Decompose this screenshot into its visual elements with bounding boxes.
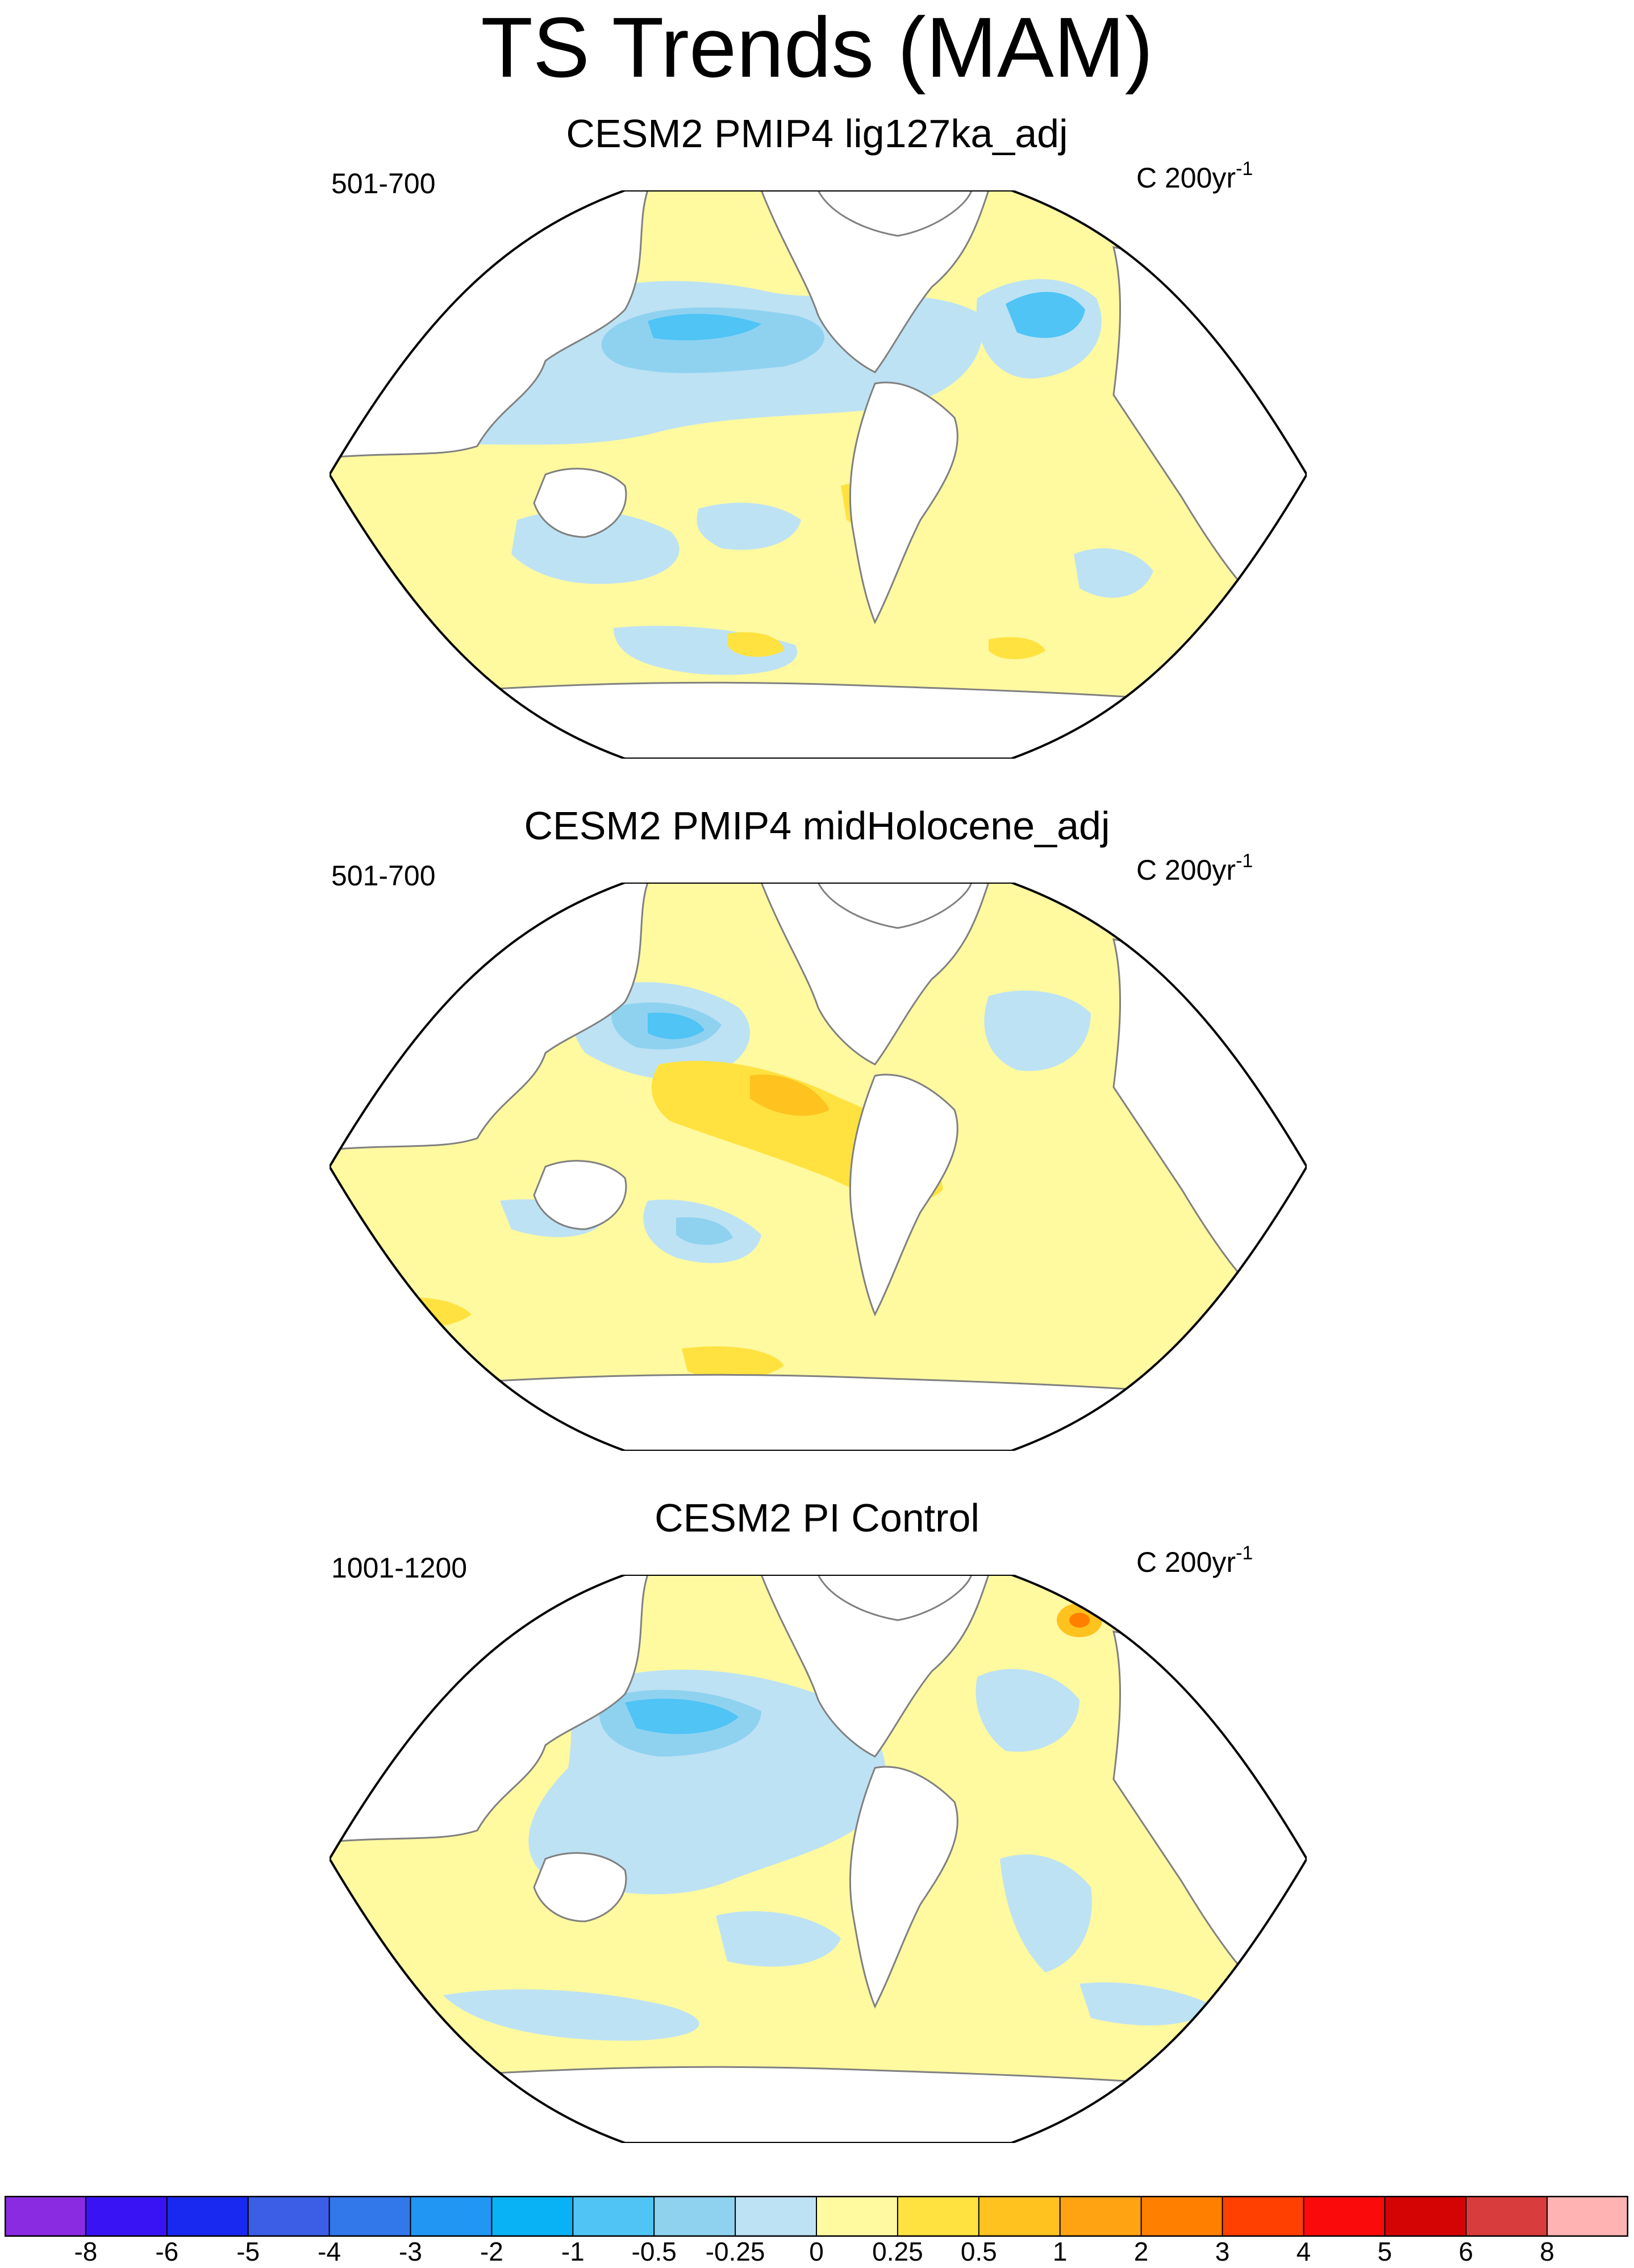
colorbar-swatch: [816, 2196, 898, 2237]
colorbar-tick-label: 0.5: [960, 2237, 997, 2266]
south-america-land: [849, 1073, 958, 1317]
labrador-sea-red: [1069, 1613, 1090, 1628]
north-america-land: [760, 1575, 990, 1758]
map-border: [330, 883, 1307, 1451]
colorbar-swatch: [735, 2196, 817, 2237]
colorbar-tick-label: 5: [1377, 2237, 1393, 2266]
page-title: TS Trends (MAM): [481, 0, 1153, 95]
year-range-label: 1001-1200: [331, 1552, 468, 1584]
colorbar-swatch: [248, 2196, 330, 2237]
colorbar-tick-label: 8: [1540, 2237, 1554, 2266]
units-label: C 200yr-1: [1136, 158, 1253, 194]
south-atlantic-blue: [1000, 1854, 1092, 1972]
colorbar-swatch: [85, 2196, 168, 2237]
south-america-land: [849, 1766, 958, 2009]
north-pacific-blue-3: [648, 314, 761, 340]
units-label: C 200yr-1: [1136, 850, 1253, 886]
south-pacific-blue: [697, 502, 801, 550]
world-map-2: [330, 883, 1307, 1451]
australia-land: [533, 1852, 627, 1922]
north-america-land: [760, 190, 990, 373]
colorbar-tick-label: 6: [1458, 2237, 1473, 2266]
colorbar-swatch: [329, 2196, 411, 2237]
panel-title: CESM2 PMIP4 lig127ka_adj: [566, 111, 1068, 156]
south-atlantic-blue: [1074, 548, 1153, 598]
map-border: [330, 1575, 1307, 2143]
colorbar-swatch: [1222, 2196, 1304, 2237]
map-border: [330, 190, 1307, 759]
south-pacific-blue: [716, 1911, 841, 1967]
arctic-islands: [816, 1575, 973, 1621]
map-panel-2: CESM2 PMIP4 midHolocene_adj 501-700 C 20…: [0, 803, 1634, 1456]
year-range-label: 501-700: [331, 860, 436, 892]
southern-atlantic-blue: [1079, 1982, 1216, 2026]
colorbar-tick-label: -3: [399, 2237, 422, 2266]
australia-land: [533, 468, 627, 538]
north-atlantic-blue: [976, 1668, 1079, 1752]
colorbar-tick-label: -6: [155, 2237, 179, 2266]
colorbar-swatch: [5, 2196, 86, 2237]
north-pacific-blue-3: [648, 1013, 705, 1039]
south-america-land: [849, 381, 958, 625]
australia-land: [533, 1160, 627, 1230]
panel-title: CESM2 PI Control: [655, 1496, 979, 1540]
colorbar: [5, 2196, 1628, 2237]
colorbar-swatch: [410, 2196, 492, 2237]
south-pacific-yellow: [727, 632, 784, 657]
colorbar-tick-label: 3: [1215, 2237, 1230, 2266]
colorbar-tick-label: -8: [74, 2237, 98, 2266]
colorbar-swatch: [1303, 2196, 1385, 2237]
colorbar-tick-label: 2: [1133, 2237, 1149, 2266]
arctic-islands: [816, 190, 973, 237]
colorbar-swatch: [1141, 2196, 1223, 2237]
colorbar-tick-label: -1: [561, 2237, 585, 2266]
north-atlantic-blue: [984, 991, 1091, 1071]
colorbar-tick-label: -4: [318, 2237, 341, 2266]
year-range-label: 501-700: [331, 168, 436, 199]
colorbar-tick-label: 4: [1296, 2237, 1311, 2266]
colorbar-swatch: [978, 2196, 1061, 2237]
north-pacific-blue-3: [625, 1699, 739, 1734]
colorbar-swatch: [166, 2196, 249, 2237]
colorbar-swatch: [1385, 2196, 1466, 2237]
colorbar-swatch: [1466, 2196, 1548, 2237]
colorbar-swatch: [1060, 2196, 1142, 2237]
colorbar-tick-label: -5: [236, 2237, 260, 2266]
colorbar-swatch: [491, 2196, 573, 2237]
units-label: C 200yr-1: [1136, 1542, 1253, 1578]
colorbar-swatch: [897, 2196, 979, 2237]
colorbar-tick-label: 1: [1052, 2237, 1068, 2266]
colorbar-swatch: [573, 2196, 655, 2237]
colorbar-tick-label: -0.5: [631, 2237, 677, 2266]
north-atlantic-blue-2: [1006, 292, 1085, 338]
colorbar-tick-label: 0.25: [872, 2237, 923, 2266]
world-map-1: [330, 190, 1307, 759]
world-map-3: [330, 1575, 1307, 2143]
antarctica-land: [330, 2066, 1307, 2143]
colorbar-labels: -8 -6 -5 -4 -3 -2 -1 -0.5 -0.25 0 0.25 0.5 1 2 3 4 5 6 8: [0, 2237, 1634, 2268]
southern-pacific-yellow: [682, 1346, 784, 1379]
antarctica-land: [330, 681, 1307, 759]
north-america-land: [760, 883, 990, 1066]
colorbar-tick-label: -2: [480, 2237, 503, 2266]
colorbar-tick-label: -0.25: [705, 2237, 765, 2266]
arctic-islands: [816, 883, 973, 929]
south-pacific-blue-2: [676, 1217, 733, 1245]
colorbar-border: [5, 2196, 1628, 2237]
tropical-pacific-orange: [750, 1075, 829, 1116]
southern-ocean-blue: [443, 1989, 699, 2041]
antarctica-land: [330, 1374, 1307, 1451]
map-panel-1: CESM2 PMIP4 lig127ka_adj 501-700 C 200yr…: [0, 111, 1634, 764]
colorbar-swatch: [654, 2196, 736, 2237]
colorbar-swatch: [1547, 2196, 1628, 2237]
colorbar-tick-label: 0: [809, 2237, 824, 2266]
south-atlantic-yellow: [989, 637, 1045, 659]
panel-title: CESM2 PMIP4 midHolocene_adj: [524, 804, 1110, 848]
map-panel-3: CESM2 PI Control 1001-1200 C 200yr-1: [0, 1495, 1634, 2149]
